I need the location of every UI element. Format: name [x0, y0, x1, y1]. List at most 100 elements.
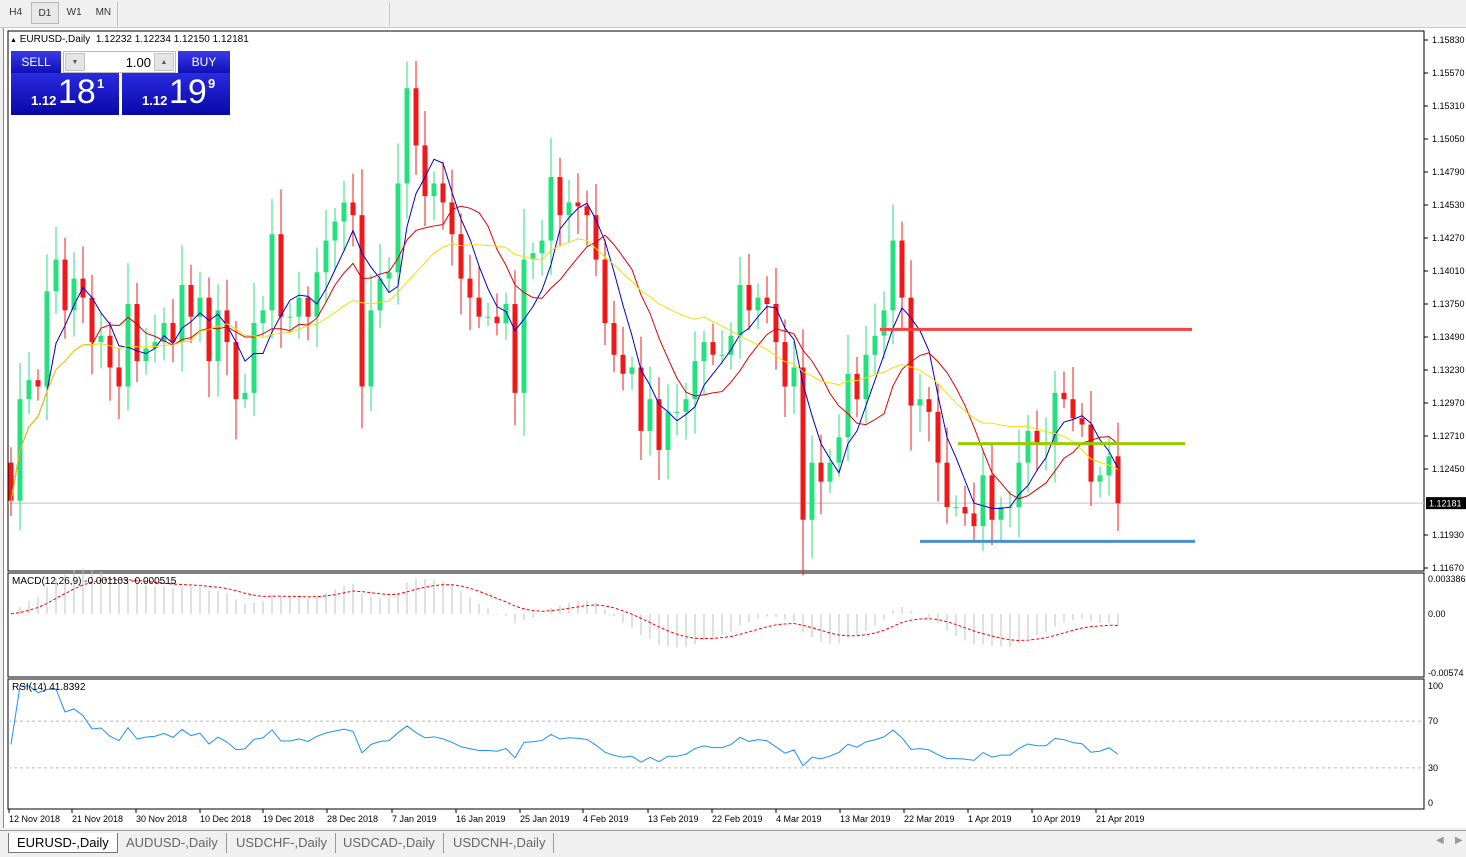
- scroll-right-icon[interactable]: ▶: [1455, 835, 1463, 846]
- bear-candle: [440, 183, 446, 203]
- date-label: 21 Nov 2018: [72, 814, 123, 824]
- bull-candle: [395, 183, 401, 273]
- bear-candle: [710, 342, 716, 355]
- collapse-triangle-icon[interactable]: ▲: [10, 37, 17, 44]
- bull-candle: [737, 284, 743, 336]
- bear-candle: [773, 304, 779, 343]
- bear-candle: [593, 215, 599, 260]
- rsi-line: [10, 685, 1119, 767]
- chart-symbol: EURUSD-,Daily: [19, 34, 91, 45]
- lot-decrease-icon[interactable]: ▼: [65, 53, 85, 71]
- bear-candle: [962, 507, 968, 514]
- bull-candle: [953, 507, 959, 509]
- macd-tick-label: -0.00574: [1428, 668, 1464, 678]
- date-label: 22 Mar 2019: [904, 814, 955, 824]
- bear-candle: [1088, 424, 1094, 482]
- bull-candle: [530, 253, 536, 260]
- rsi-panel-border: [7, 678, 1425, 810]
- scroll-left-icon[interactable]: ◀: [1436, 835, 1444, 846]
- bull-candle: [809, 462, 815, 520]
- date-label: 30 Nov 2018: [136, 814, 187, 824]
- bull-candle: [260, 310, 266, 324]
- buy-button[interactable]: BUY: [178, 51, 230, 73]
- bull-candle: [863, 354, 869, 400]
- price-tick-label: 1.15310: [1432, 101, 1465, 111]
- date-label: 21 Apr 2019: [1096, 814, 1145, 824]
- bear-candle: [467, 278, 473, 298]
- date-label: 13 Feb 2019: [648, 814, 699, 824]
- bull-candle: [431, 183, 437, 197]
- bear-candle: [908, 297, 914, 406]
- bull-candle: [539, 240, 545, 254]
- bull-candle: [917, 399, 923, 406]
- bear-candle: [602, 259, 608, 324]
- bear-candle: [422, 145, 428, 197]
- bull-candle: [692, 361, 698, 400]
- date-label: 16 Jan 2019: [456, 814, 506, 824]
- bull-candle: [98, 335, 104, 343]
- current-price-badge: [1426, 497, 1466, 510]
- tab-usdcnh[interactable]: USDCNH-,Daily: [445, 833, 555, 853]
- rsi-tick-label: 0: [1428, 798, 1433, 808]
- date-label: 25 Jan 2019: [520, 814, 570, 824]
- date-label: 7 Jan 2019: [392, 814, 437, 824]
- lot-size-input[interactable]: ▼ 1.00 ▲: [63, 51, 176, 73]
- bear-candle: [638, 367, 644, 431]
- bear-candle: [1034, 430, 1040, 444]
- tab-eurusd[interactable]: EURUSD-,Daily: [8, 833, 118, 853]
- bull-candle: [179, 284, 185, 343]
- bear-candle: [170, 323, 176, 343]
- date-label: 4 Mar 2019: [776, 814, 822, 824]
- bull-candle: [323, 240, 329, 273]
- tab-usdcad[interactable]: USDCAD-,Daily: [335, 833, 444, 853]
- bull-candle: [1106, 456, 1112, 476]
- bull-candle: [215, 310, 221, 362]
- price-tick-label: 1.12970: [1432, 398, 1465, 408]
- timeframe-h4[interactable]: H4: [9, 7, 23, 18]
- bull-candle: [341, 202, 347, 222]
- bear-candle: [899, 240, 905, 298]
- bull-candle: [548, 177, 554, 241]
- bear-candle: [449, 202, 455, 235]
- bear-candle: [656, 399, 662, 450]
- chart-canvas[interactable]: 1.15830 1.15570 1.15310 1.15050 1.14790 1.145…: [4, 28, 1466, 828]
- bear-candle: [458, 234, 464, 279]
- bull-candle: [1052, 392, 1058, 444]
- bull-candle: [503, 304, 509, 324]
- chart-window[interactable]: 1.15830 1.15570 1.15310 1.15050 1.14790 1.145…: [3, 28, 1466, 828]
- bear-candle: [107, 335, 113, 368]
- rsi-tick-label: 30: [1428, 763, 1438, 773]
- bull-candle: [152, 342, 158, 349]
- main-panel-border: [7, 30, 1425, 572]
- bull-candle: [485, 316, 491, 318]
- buy-price-button[interactable]: 1.12 19 9: [122, 73, 230, 115]
- lot-increase-icon[interactable]: ▲: [154, 53, 174, 71]
- tab-audusd[interactable]: AUDUSD-,Daily: [118, 833, 227, 853]
- date-label: 10 Dec 2018: [200, 814, 251, 824]
- ma-fast-line: [10, 158, 1119, 509]
- bull-candle: [845, 373, 851, 438]
- sell-price-button[interactable]: 1.12 18 1: [11, 73, 119, 115]
- sell-price-pips: 18: [58, 73, 96, 111]
- bull-candle: [836, 437, 842, 463]
- bear-candle: [584, 206, 590, 216]
- price-tick-label: 1.13490: [1432, 332, 1465, 342]
- bear-candle: [935, 411, 941, 463]
- current-price-label: 1.12181: [1429, 499, 1462, 509]
- timeframe-d1[interactable]: D1: [31, 2, 59, 24]
- timeframe-mn[interactable]: MN: [95, 7, 112, 18]
- bull-candle: [404, 88, 410, 184]
- sell-button[interactable]: SELL: [11, 51, 61, 73]
- bull-candle: [53, 259, 59, 292]
- tab-usdchf[interactable]: USDCHF-,Daily: [228, 833, 336, 853]
- timeframe-w1[interactable]: W1: [66, 7, 82, 18]
- sell-price-fraction: 1: [97, 76, 105, 91]
- bear-candle: [188, 284, 194, 317]
- date-label: 19 Dec 2018: [263, 814, 314, 824]
- lot-value[interactable]: 1.00: [125, 55, 151, 70]
- buy-price-fraction: 9: [208, 76, 216, 91]
- price-tick-label: 1.11670: [1432, 563, 1464, 573]
- date-label: 13 Mar 2019: [840, 814, 891, 824]
- price-tick-label: 1.15570: [1432, 68, 1465, 78]
- bull-candle: [251, 323, 257, 393]
